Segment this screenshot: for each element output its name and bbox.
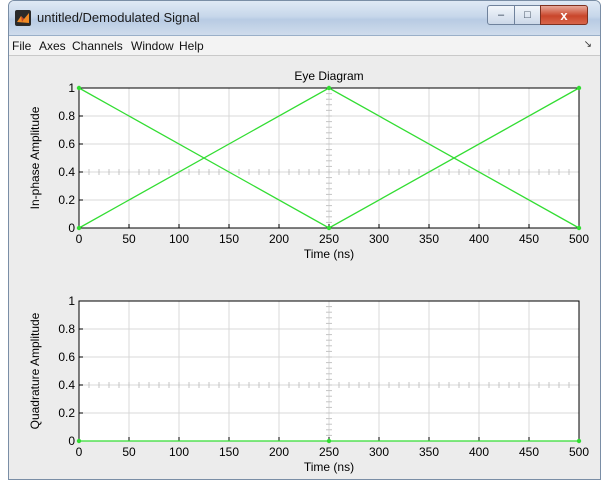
chart-title: Eye Diagram — [294, 69, 363, 83]
eye-diagram-plots: 0 50 100 150 200 250 300 350 400 450 50000.20.40.6… — [28, 69, 589, 474]
minimize-icon: – — [497, 9, 505, 21]
close-button[interactable]: x — [540, 5, 588, 25]
menu-bar: File Axes Channels Window Help ↘ — [9, 36, 600, 56]
x-axis-label: Time (ns) — [304, 247, 354, 261]
y-tick-label: 0.2 — [58, 193, 75, 207]
x-tick-label: 400 — [469, 232, 489, 246]
axes-2: 0 50 100 150 200 250 300 350 400 450 500 0 0.2 0.4 0.6… — [28, 294, 589, 474]
figure-window: untitled/Demodulated Signal – □ x File A… — [8, 0, 601, 480]
axes-1: 0 50 100 150 200 250 300 350 400 450 500 0 0.2 0.4 0.6… — [28, 69, 589, 261]
x-axis-label: Time (ns) — [304, 460, 354, 474]
maximize-button[interactable]: □ — [514, 5, 541, 25]
x-tick-label: 500 — [569, 445, 589, 459]
close-icon: x — [560, 7, 568, 23]
x-tick-label: 50 — [122, 445, 136, 459]
x-tick-label: 250 — [319, 445, 339, 459]
y-axis-label: Quadrature Amplitude — [28, 312, 42, 429]
matlab-logo-icon — [15, 10, 31, 26]
x-tick-label: 50 — [122, 232, 136, 246]
y-tick-label: 0.2 — [58, 406, 75, 420]
menu-help[interactable]: Help — [179, 39, 204, 53]
window-title: untitled/Demodulated Signal — [37, 10, 200, 25]
trace-point — [576, 225, 582, 231]
x-tick-label: 300 — [369, 232, 389, 246]
trace-point — [326, 85, 332, 91]
x-tick-label: 350 — [419, 232, 439, 246]
dock-arrow-icon[interactable]: ↘ — [583, 39, 592, 50]
y-axis-label: In-phase Amplitude — [28, 106, 42, 209]
y-tick-label: 1 — [68, 81, 75, 95]
x-tick-label: 200 — [269, 232, 289, 246]
title-bar[interactable]: untitled/Demodulated Signal – □ x — [9, 1, 600, 36]
trace-point — [576, 85, 582, 91]
y-tick-label: 0 — [68, 434, 75, 448]
y-tick-label: 0.8 — [58, 322, 75, 336]
x-tick-label: 500 — [569, 232, 589, 246]
trace-point — [76, 85, 82, 91]
x-tick-label: 350 — [419, 445, 439, 459]
y-tick-label: 0.6 — [58, 137, 75, 151]
y-tick-label: 0.6 — [58, 350, 75, 364]
x-tick-label: 100 — [169, 445, 189, 459]
maximize-icon: □ — [524, 9, 531, 21]
x-tick-label: 400 — [469, 445, 489, 459]
x-tick-label: 150 — [219, 232, 239, 246]
x-tick-label: 100 — [169, 232, 189, 246]
menu-file[interactable]: File — [12, 39, 32, 53]
trace-point — [76, 225, 82, 231]
menu-axes[interactable]: Axes — [39, 39, 66, 53]
figure-area: 0 50 100 150 200 250 300 350 400 450 500 0 0.2 0.4 0.6… — [9, 56, 600, 479]
y-tick-label: 0.4 — [58, 165, 75, 179]
y-tick-label: 1 — [68, 294, 75, 308]
x-tick-label: 0 — [76, 232, 83, 246]
x-tick-label: 200 — [269, 445, 289, 459]
x-tick-label: 150 — [219, 445, 239, 459]
menu-channels[interactable]: Channels — [72, 39, 123, 53]
trace-point — [576, 438, 582, 444]
y-tick-label: 0.8 — [58, 109, 75, 123]
y-tick-label: 0.4 — [58, 378, 75, 392]
x-tick-label: 450 — [519, 232, 539, 246]
trace-point — [326, 438, 332, 444]
x-tick-label: 250 — [319, 232, 339, 246]
trace-point — [76, 438, 82, 444]
x-tick-label: 0 — [76, 445, 83, 459]
menu-window[interactable]: Window — [131, 39, 174, 53]
minimize-button[interactable]: – — [487, 5, 515, 25]
x-tick-label: 300 — [369, 445, 389, 459]
x-tick-label: 450 — [519, 445, 539, 459]
trace-point — [326, 225, 332, 231]
y-tick-label: 0 — [68, 221, 75, 235]
